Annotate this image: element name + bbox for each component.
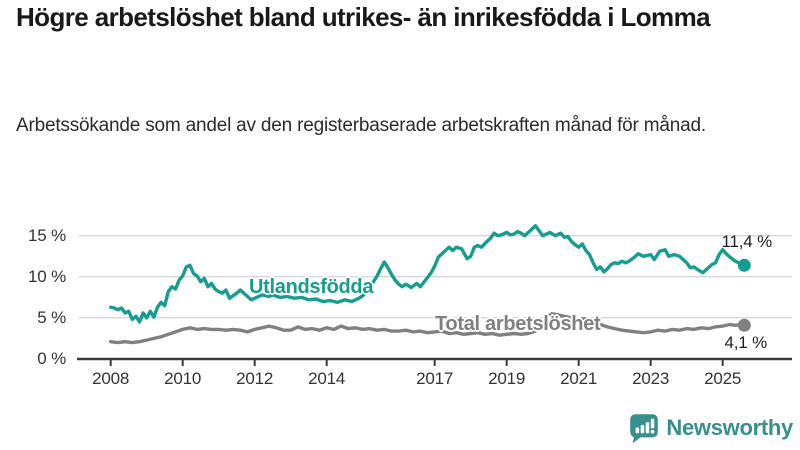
x-axis-label-2014: 2014 — [308, 369, 346, 388]
y-axis-label-5: 5 % — [37, 307, 66, 327]
y-axis-label-10: 10 % — [28, 266, 66, 286]
x-axis-label-2019: 2019 — [488, 369, 526, 388]
utlandsfodda-line — [108, 224, 746, 324]
chart-subtitle: Arbetssökande som andel av den registerb… — [16, 115, 706, 136]
total-end-dot — [737, 318, 751, 332]
x-axis-label-2010: 2010 — [164, 369, 202, 388]
newsworthy-logo-icon — [630, 414, 659, 444]
chart-title: Högre arbetslöshet bland utrikes- än inr… — [16, 2, 711, 32]
x-axis-label-2008: 2008 — [92, 369, 130, 388]
x-axis-label-2021: 2021 — [560, 369, 598, 388]
gridlines — [79, 234, 792, 319]
y-axis-label-0: 0 % — [37, 349, 66, 368]
series-label-total: Total arbetslöshet — [435, 313, 601, 335]
end-value-utlandsfodda: 11,4 % — [721, 232, 773, 251]
x-axis-label-2017: 2017 — [416, 369, 454, 388]
y-axis-label-15: 15 % — [28, 225, 66, 245]
series-label-utlandsfodda: Utlandsfödda — [249, 276, 374, 298]
total-arbetsloshet-line — [108, 312, 746, 345]
x-axis-label-2025: 2025 — [704, 369, 742, 388]
utlandsfodda-end-dot — [737, 258, 751, 272]
x-axis-ticks — [109, 359, 724, 366]
newsworthy-logo: Newsworthy — [628, 412, 793, 444]
end-value-total: 4,1 % — [724, 333, 768, 352]
newsworthy-logo-text: Newsworthy — [666, 415, 793, 440]
chart-plot-area — [77, 224, 792, 366]
x-axis-label-2023: 2023 — [632, 369, 670, 388]
x-axis-label-2012: 2012 — [236, 369, 274, 388]
